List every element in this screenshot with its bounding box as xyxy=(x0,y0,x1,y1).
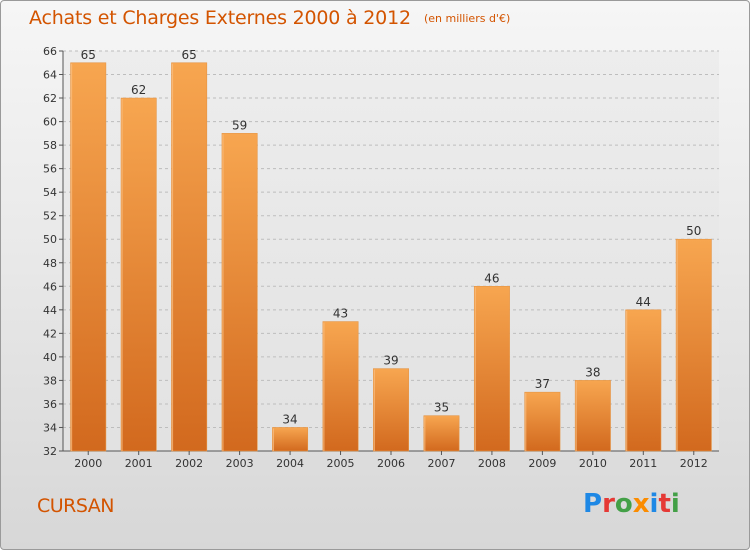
bar xyxy=(423,415,460,452)
y-tick-label: 32 xyxy=(43,445,57,458)
proxiti-letter: r xyxy=(602,489,615,519)
data-label: 46 xyxy=(484,271,499,285)
bar xyxy=(272,427,309,452)
data-label: 65 xyxy=(81,48,96,62)
x-tick-label: 2006 xyxy=(377,457,405,470)
bar xyxy=(70,62,107,452)
y-tick-label: 40 xyxy=(43,351,57,364)
x-tick-label: 2005 xyxy=(327,457,355,470)
x-tick-label: 2012 xyxy=(680,457,708,470)
bar xyxy=(120,97,157,452)
proxiti-letter: i xyxy=(670,489,680,519)
y-tick-label: 52 xyxy=(43,210,57,223)
data-label: 65 xyxy=(182,48,197,62)
y-tick-label: 62 xyxy=(43,92,57,105)
bar xyxy=(322,321,359,452)
town-name: CURSAN xyxy=(37,495,115,517)
y-tick-label: 56 xyxy=(43,163,57,176)
bar xyxy=(473,285,510,452)
y-tick-label: 50 xyxy=(43,233,57,246)
y-tick-label: 60 xyxy=(43,116,57,129)
x-tick-label: 2000 xyxy=(74,457,102,470)
proxiti-letter: i xyxy=(649,489,659,519)
y-tick-label: 46 xyxy=(43,280,57,293)
data-label: 50 xyxy=(686,224,701,238)
x-tick-label: 2001 xyxy=(125,457,153,470)
data-label: 44 xyxy=(636,295,651,309)
data-label: 43 xyxy=(333,307,348,321)
x-tick-label: 2010 xyxy=(579,457,607,470)
proxiti-logo: Proxiti xyxy=(583,489,680,519)
proxiti-letter: t xyxy=(658,489,671,519)
x-tick-label: 2008 xyxy=(478,457,506,470)
x-tick-label: 2009 xyxy=(528,457,556,470)
data-label: 39 xyxy=(383,354,398,368)
x-tick-label: 2011 xyxy=(629,457,657,470)
bar xyxy=(221,133,258,452)
bar xyxy=(574,380,611,452)
bar xyxy=(524,391,561,452)
x-tick-label: 2003 xyxy=(226,457,254,470)
proxiti-letter: o xyxy=(614,489,633,519)
bar xyxy=(171,62,208,452)
y-tick-label: 54 xyxy=(43,186,57,199)
y-tick-label: 66 xyxy=(43,45,57,58)
y-tick-label: 64 xyxy=(43,69,57,82)
x-tick-label: 2004 xyxy=(276,457,304,470)
y-tick-label: 58 xyxy=(43,139,57,152)
proxiti-letter: x xyxy=(632,489,650,519)
chart-title-block: Achats et Charges Externes 2000 à 2012 (… xyxy=(29,7,510,29)
plot-area: 32 34 36 38 40 42 44 46 48 50 52 54 56 58 60 62 64 66 65 20… xyxy=(43,45,719,470)
y-tick-label: 48 xyxy=(43,257,57,270)
x-tick-label: 2007 xyxy=(427,457,455,470)
chart-unit-note: (en milliers d'€) xyxy=(423,12,511,25)
data-label: 35 xyxy=(434,401,449,415)
chart-title: Achats et Charges Externes 2000 à 2012 xyxy=(29,7,411,29)
data-label: 59 xyxy=(232,118,247,132)
y-tick-label: 36 xyxy=(43,398,57,411)
bar xyxy=(373,368,409,452)
y-tick-label: 38 xyxy=(43,374,57,387)
data-label: 38 xyxy=(585,365,600,379)
x-tick-label: 2002 xyxy=(175,457,203,470)
y-tick-label: 42 xyxy=(43,327,57,340)
y-tick-label: 34 xyxy=(43,421,57,434)
data-label: 34 xyxy=(282,412,297,426)
bar xyxy=(675,238,712,452)
y-tick-label: 44 xyxy=(43,304,57,317)
proxiti-letter: P xyxy=(583,489,603,519)
data-label: 37 xyxy=(535,377,550,391)
bar xyxy=(625,309,662,452)
data-label: 62 xyxy=(131,83,146,97)
